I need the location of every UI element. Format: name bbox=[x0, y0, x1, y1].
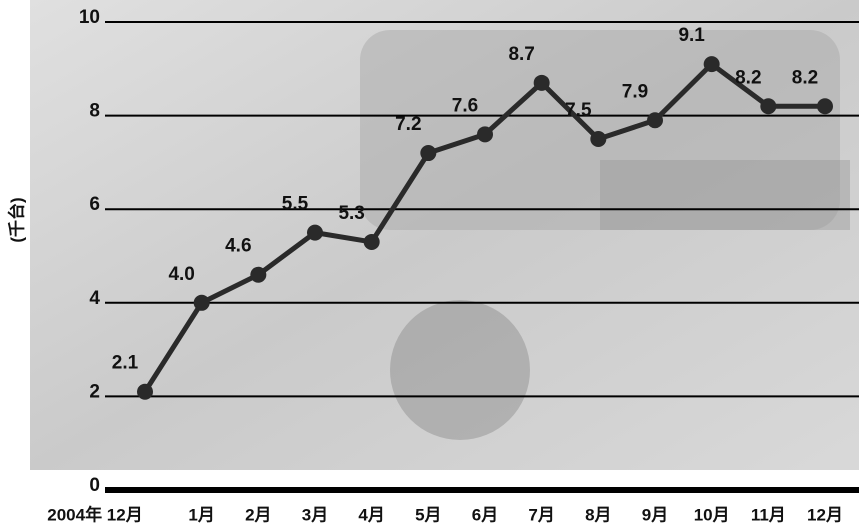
x-tick-label: 9月 bbox=[642, 505, 668, 524]
point bbox=[477, 126, 493, 143]
data-label: 7.6 bbox=[452, 95, 478, 116]
x-tick-label: 4月 bbox=[358, 505, 384, 524]
data-label: 8.2 bbox=[735, 67, 761, 88]
y-tick-label: 10 bbox=[79, 7, 100, 28]
x-tick-label: 8月 bbox=[585, 505, 611, 524]
x-tick-label: 2004年 12月 bbox=[47, 504, 142, 524]
data-label: 9.1 bbox=[678, 25, 705, 46]
x-tick-label: 6月 bbox=[472, 505, 498, 524]
data-label: 8.7 bbox=[508, 44, 534, 65]
point bbox=[363, 233, 380, 250]
data-label: 5.3 bbox=[338, 203, 364, 224]
x-tick-label: 5月 bbox=[415, 505, 441, 524]
y-tick-label: 6 bbox=[89, 194, 100, 215]
x-tick-label: 2月 bbox=[245, 505, 271, 524]
point bbox=[307, 224, 323, 241]
x-tick-label: 1月 bbox=[188, 505, 214, 524]
data-label: 2.1 bbox=[112, 353, 139, 374]
x-tick-label: 12月 bbox=[807, 505, 843, 524]
photo-shape bbox=[360, 30, 840, 230]
y-tick-label: 8 bbox=[89, 101, 100, 122]
point bbox=[193, 294, 210, 311]
point bbox=[137, 383, 153, 400]
point bbox=[817, 98, 833, 115]
y-axis-label: (千台) bbox=[6, 197, 26, 242]
data-label: 7.9 bbox=[622, 81, 648, 102]
data-label: 8.2 bbox=[792, 67, 818, 88]
x-tick-label: 10月 bbox=[694, 505, 730, 524]
x-tick-label: 11月 bbox=[751, 505, 786, 524]
x-tick-label: 7月 bbox=[528, 505, 554, 524]
point bbox=[420, 145, 437, 162]
point bbox=[760, 98, 777, 115]
y-tick-label: 4 bbox=[89, 288, 100, 309]
point bbox=[250, 266, 267, 283]
point bbox=[647, 112, 663, 129]
y-tick-label: 2 bbox=[89, 381, 100, 402]
photo-shape bbox=[390, 300, 530, 440]
data-label: 7.5 bbox=[565, 100, 592, 121]
point bbox=[533, 74, 550, 91]
x-tick-label: 3月 bbox=[302, 505, 328, 524]
y-tick-label: 0 bbox=[89, 475, 100, 496]
point bbox=[590, 131, 607, 147]
data-label: 5.5 bbox=[282, 194, 309, 215]
point bbox=[703, 56, 720, 73]
data-label: 7.2 bbox=[395, 114, 421, 135]
photo-shape bbox=[600, 160, 850, 230]
data-label: 4.0 bbox=[168, 264, 194, 285]
data-label: 4.6 bbox=[225, 236, 251, 257]
